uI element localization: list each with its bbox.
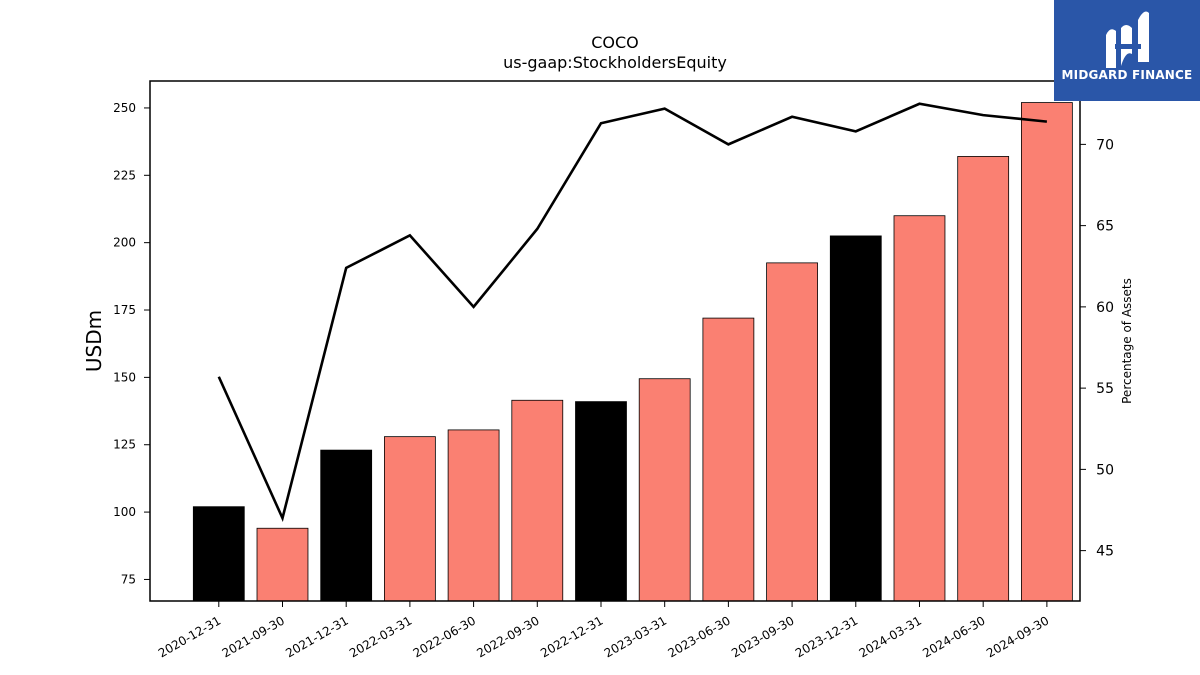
x-tick-label: 2024-09-30 [984, 613, 1051, 660]
plot-frame [149, 80, 1081, 602]
midgard-m-logo-icon [1054, 0, 1200, 101]
bar-2022-09-30 [511, 399, 564, 602]
bar-2022-12-31 [575, 401, 627, 602]
x-tick-label: 2020-12-31 [156, 613, 223, 660]
bar-2023-03-31 [638, 378, 691, 602]
y-tick-label: 75 [121, 572, 136, 586]
x-tick-label: 2023-03-31 [602, 613, 669, 660]
x-tick-label: 2021-12-31 [283, 613, 350, 660]
bar-2024-03-31 [893, 215, 946, 602]
x-tick-label: 2023-12-31 [793, 613, 860, 660]
y2-tick-label: 45 [1096, 544, 1114, 560]
x-tick-label: 2022-12-31 [538, 613, 605, 660]
chart-subtitle: us-gaap:StockholdersEquity [503, 53, 727, 72]
brand-logo: MIDGARD FINANCE [1054, 0, 1200, 101]
y-tick-label: 200 [113, 236, 136, 250]
bar-2022-06-30 [447, 429, 500, 602]
y-tick-label: 250 [113, 101, 136, 115]
y-tick-label: 175 [113, 303, 136, 317]
y2-tick-label: 55 [1096, 381, 1114, 397]
y2-tick-label: 70 [1096, 137, 1114, 153]
x-tick-label: 2023-06-30 [665, 613, 732, 660]
y2-tick-label: 50 [1096, 462, 1114, 478]
bar-2024-09-30 [1021, 102, 1073, 602]
brand-name: MIDGARD FINANCE [1061, 68, 1193, 82]
y-tick-label: 150 [113, 370, 136, 384]
bar-2023-09-30 [766, 262, 818, 602]
y2-tick-label: 60 [1096, 300, 1114, 316]
chart-title: COCO [591, 33, 639, 52]
x-tick-label: 2022-03-31 [347, 613, 414, 660]
bar-2023-12-31 [829, 235, 882, 602]
bars-group [192, 102, 1073, 602]
x-tick-label: 2022-06-30 [411, 613, 478, 660]
bar-2020-12-31 [192, 506, 245, 602]
x-tick-label: 2024-06-30 [920, 613, 987, 660]
bar-2022-03-31 [384, 436, 436, 602]
bar-2023-06-30 [702, 317, 755, 602]
y-tick-label: 125 [113, 438, 136, 452]
line-group [217, 102, 1048, 523]
y2-axis-label: Percentage of Assets [1120, 278, 1134, 404]
y2-tick-label: 65 [1096, 219, 1114, 235]
x-tick-label: 2022-09-30 [474, 613, 541, 660]
y-tick-label: 100 [113, 505, 136, 519]
bar-2024-06-30 [957, 156, 1010, 602]
y-tick-label: 225 [113, 168, 136, 182]
bar-2021-12-31 [320, 449, 373, 602]
percentage-of-assets-line [217, 102, 1048, 523]
x-tick-label: 2024-03-31 [857, 613, 924, 660]
x-tick-label: 2023-09-30 [729, 613, 796, 660]
x-tick-label: 2021-09-30 [220, 613, 287, 660]
y-axis-label: USDm [82, 310, 106, 372]
bar-2021-09-30 [256, 527, 309, 602]
